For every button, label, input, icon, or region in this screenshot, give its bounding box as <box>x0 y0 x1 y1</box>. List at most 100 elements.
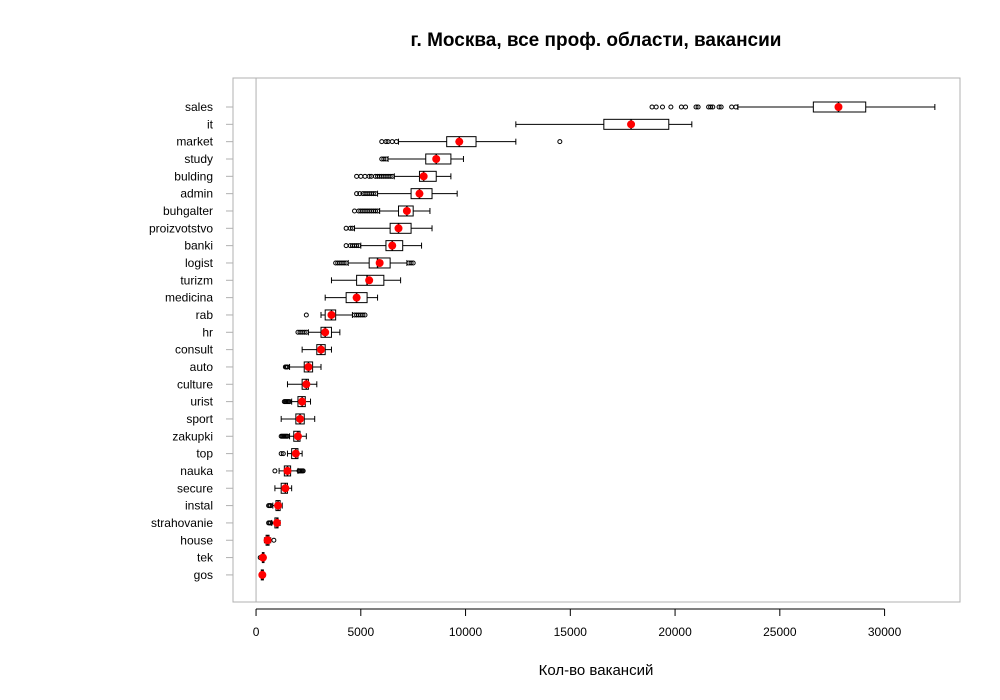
mean-marker <box>327 310 336 319</box>
outlier-point <box>343 225 349 231</box>
mean-marker <box>432 154 441 163</box>
outlier-point <box>301 329 307 335</box>
mean-marker <box>352 293 361 302</box>
chart-title: г. Москва, все проф. области, вакансии <box>411 30 782 51</box>
box-row-gos: gos <box>194 568 267 582</box>
outlier-point <box>268 520 274 526</box>
box-row-hr: hr <box>202 325 341 339</box>
box-row-admin: admin <box>180 187 458 201</box>
mean-marker <box>834 103 843 111</box>
outlier-point <box>379 139 385 145</box>
outlier-point <box>389 173 395 179</box>
outlier-point <box>303 329 309 335</box>
outlier-point <box>343 260 349 266</box>
x-tick-label: 5000 <box>347 625 374 639</box>
outlier-point <box>375 208 381 214</box>
mean-marker <box>283 466 292 475</box>
outlier-point <box>362 312 368 318</box>
mean-marker <box>365 276 374 285</box>
outlier-point <box>362 173 368 179</box>
box-row-nauka: nauka <box>180 464 306 478</box>
category-label: turizm <box>180 273 213 287</box>
x-tick-label: 30000 <box>868 625 902 639</box>
outlier-point <box>393 139 399 145</box>
outlier-point <box>668 104 674 110</box>
x-tick-label: 0 <box>253 625 260 639</box>
mean-marker <box>627 120 636 129</box>
category-label: proizvotstvo <box>149 221 213 235</box>
plot-frame <box>232 77 961 603</box>
outlier-point <box>678 104 684 110</box>
outlier-point <box>272 468 278 474</box>
category-label: auto <box>190 360 214 374</box>
mean-marker <box>321 328 330 337</box>
outlier-point <box>284 433 290 439</box>
box-row-market: market <box>176 135 563 149</box>
outlier-point <box>358 173 364 179</box>
outlier-point <box>716 104 722 110</box>
mean-marker <box>455 137 464 146</box>
outlier-point <box>653 104 659 110</box>
category-label: top <box>196 447 213 461</box>
outlier-point <box>683 104 689 110</box>
mean-marker <box>272 518 281 527</box>
outlier-point <box>718 104 724 110</box>
outlier-point <box>408 260 414 266</box>
outlier-point <box>729 104 735 110</box>
mean-marker <box>316 345 325 354</box>
outlier-point <box>410 260 416 266</box>
category-label: logist <box>185 256 214 270</box>
box-row-auto: auto <box>190 360 322 374</box>
x-tick-label: 10000 <box>449 625 483 639</box>
x-tick-label: 15000 <box>554 625 588 639</box>
mean-marker <box>258 553 267 562</box>
box-row-sales: sales <box>185 100 936 114</box>
outlier-point <box>383 139 389 145</box>
category-label: culture <box>177 377 213 391</box>
mean-marker <box>388 241 397 250</box>
outlier-point <box>341 260 347 266</box>
category-label: it <box>207 117 214 131</box>
outlier-point <box>389 139 395 145</box>
box-row-tek: tek <box>197 551 267 565</box>
box-row-culture: culture <box>177 377 318 391</box>
outlier-point <box>300 468 306 474</box>
category-label: zakupki <box>172 429 213 443</box>
mean-marker <box>258 570 267 579</box>
category-label: admin <box>180 187 213 201</box>
x-axis-label: Кол-во вакансий <box>539 662 654 679</box>
outlier-point <box>303 312 309 318</box>
box-row-strahovanie: strahovanie <box>151 516 281 530</box>
outlier-point <box>372 208 378 214</box>
outlier-point <box>366 173 372 179</box>
outlier-point <box>557 139 563 145</box>
x-axis: 0 5000 10000 15000 20000 25000 30000 <box>253 608 902 639</box>
category-label: study <box>184 152 213 166</box>
category-label: secure <box>177 481 213 495</box>
category-label: banki <box>184 239 213 253</box>
outlier-point <box>354 173 360 179</box>
category-label: nauka <box>180 464 213 478</box>
outlier-point <box>343 243 349 249</box>
outlier-point <box>381 156 387 162</box>
outlier-point <box>370 191 376 197</box>
category-label: hr <box>202 325 213 339</box>
category-label: tek <box>197 551 214 565</box>
outlier-point <box>354 191 360 197</box>
category-label: gos <box>194 568 213 582</box>
category-label: strahovanie <box>151 516 213 530</box>
box-row-rab: rab <box>196 308 368 322</box>
mean-marker <box>394 224 403 233</box>
outlier-point <box>383 156 389 162</box>
outlier-point <box>271 537 277 543</box>
mean-marker <box>402 206 411 215</box>
box-row-bulding: bulding <box>174 169 452 183</box>
box-row-sport: sport <box>186 412 316 426</box>
mean-marker <box>298 397 307 406</box>
box-row-turizm: turizm <box>180 273 402 287</box>
outlier-point <box>710 104 716 110</box>
mean-marker <box>375 258 384 267</box>
outlier-point <box>347 225 353 231</box>
outlier-point <box>352 208 358 214</box>
box-row-instal: instal <box>185 499 283 513</box>
